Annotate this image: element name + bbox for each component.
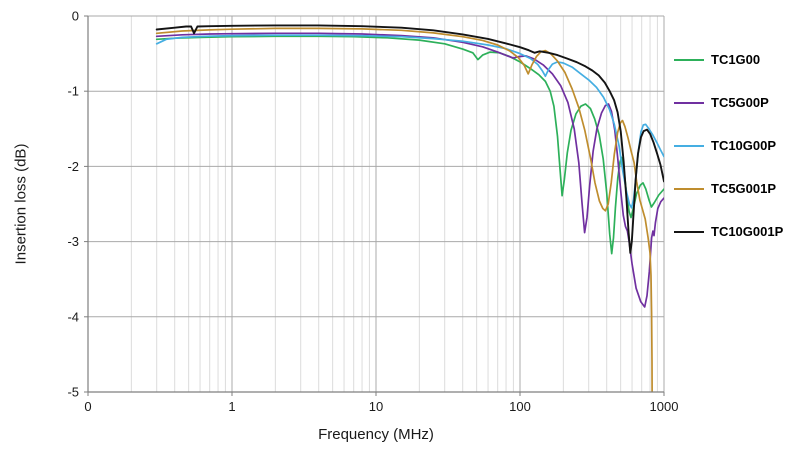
legend-line-swatch [674,58,704,61]
legend-label: TC10G001P [711,224,784,239]
legend-line-swatch [674,101,704,104]
x-axis-title: Frequency (MHz) [318,426,434,443]
legend-label: TC5G001P [711,181,777,196]
axes [84,15,665,396]
legend-line-swatch [674,187,704,190]
legend-label: TC1G00 [711,52,761,67]
curve-TC10G001P [155,24,664,254]
legend-line-swatch [674,144,704,147]
y-axis-title: Insertion loss (dB) [12,143,30,265]
x-tick-label: 1000 [650,399,679,414]
legend-label: TC5G00P [711,95,769,110]
y-tick-label: -3 [67,234,79,249]
legend: TC1G00 TC5G00P TC10G00P TC5G001P TC10G001P [674,38,783,253]
y-tick-label: -5 [67,385,79,400]
y-tick-label: 0 [72,9,79,24]
x-tick-label: 0 [84,399,91,414]
legend-item-TC1G00: TC1G00 [674,38,783,81]
y-tick-label: -2 [67,159,79,174]
x-tick-label: 1 [228,399,235,414]
curve-TC5G001P [155,27,653,393]
curve-TC1G00 [155,35,664,255]
legend-item-TC5G001P: TC5G001P [674,167,783,210]
legend-item-TC5G00P: TC5G00P [674,81,783,124]
curve-TC10G00P [155,34,664,209]
curve-TC5G00P [155,32,664,308]
legend-item-TC10G00P: TC10G00P [674,124,783,167]
x-tick-label: 100 [509,399,531,414]
legend-label: TC10G00P [711,138,777,153]
gridlines [88,15,665,393]
x-tick-label: 10 [369,399,383,414]
legend-item-TC10G001P: TC10G001P [674,210,783,253]
legend-line-swatch [674,230,704,233]
y-tick-label: -1 [67,84,79,99]
series-curves [155,24,664,393]
y-tick-label: -4 [67,309,79,324]
tick-labels: 0 -1 -2 -3 -4 -5 0 1 10 100 1000 [67,9,678,415]
